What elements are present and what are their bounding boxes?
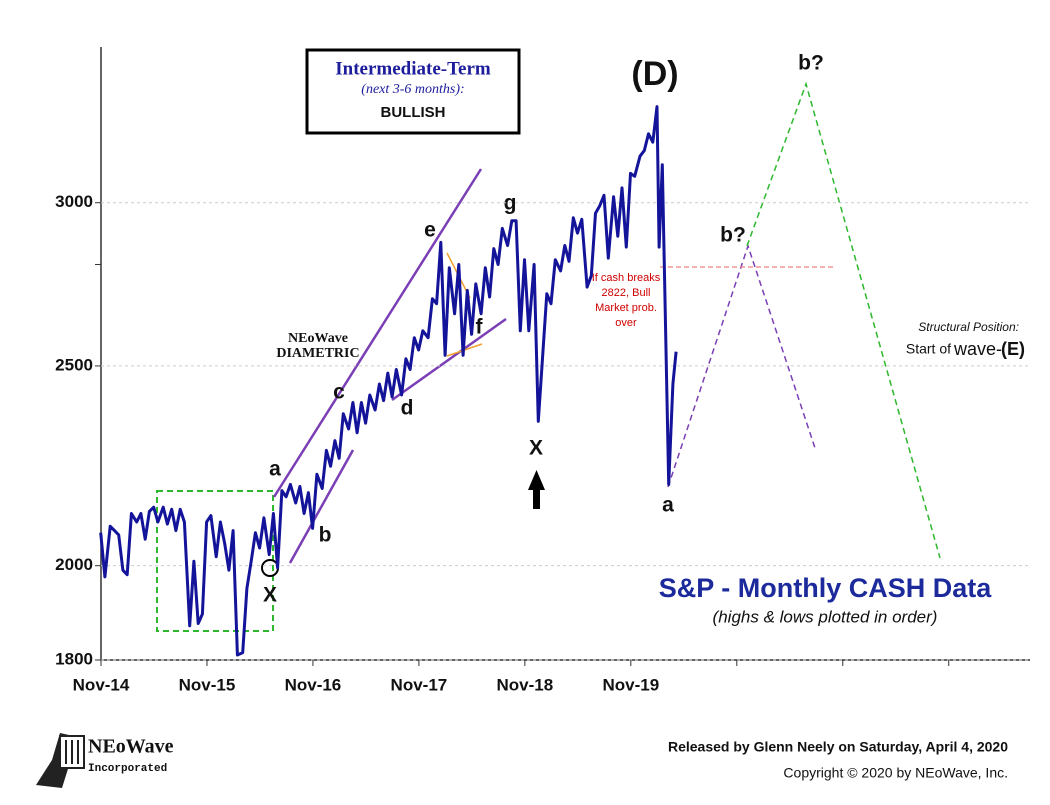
annotation: a xyxy=(269,458,281,481)
annotation: b? xyxy=(720,224,746,247)
y-tick-label: 2500 xyxy=(55,355,93,374)
annotation: over xyxy=(615,317,637,329)
chart-title: S&P - Monthly CASH Data xyxy=(659,573,993,603)
x-tick-label: Nov-18 xyxy=(497,675,554,694)
copyright: Copyright © 2020 by NEoWave, Inc. xyxy=(783,765,1008,781)
arrow xyxy=(528,470,545,490)
channel-line xyxy=(272,168,483,498)
annotation: c xyxy=(333,381,345,404)
logo-sub: Incorporated xyxy=(88,763,167,775)
annotation: d xyxy=(401,397,414,420)
annotation: Start of xyxy=(906,341,951,357)
annotation: If cash breaks xyxy=(592,272,661,284)
outlook-box xyxy=(305,48,521,135)
x-tick-label: Nov-19 xyxy=(602,675,659,694)
y-tick-label: 1800 xyxy=(55,649,93,668)
logo-name: NEoWave xyxy=(88,736,174,758)
chart-subtitle: (highs & lows plotted in order) xyxy=(713,607,938,626)
annotation: 2822, Bull xyxy=(602,287,651,299)
projection-line xyxy=(667,243,816,488)
annotation: b xyxy=(319,524,332,547)
annotation: wave- xyxy=(953,339,1002,359)
channel-line xyxy=(391,317,507,402)
channel-line xyxy=(288,449,355,564)
annotation: (D) xyxy=(631,55,678,93)
annotation: (E) xyxy=(1001,339,1025,359)
logo xyxy=(36,733,85,788)
x-tick-label: Nov-16 xyxy=(285,675,342,694)
annotation: (next 3-6 months): xyxy=(361,82,464,97)
projection-line xyxy=(746,81,941,559)
annotation: Structural Position: xyxy=(918,320,1019,334)
annotation: b? xyxy=(798,52,824,75)
annotation: Intermediate-Term xyxy=(335,58,491,79)
x-tick-label: Nov-14 xyxy=(73,675,130,694)
annotation: DIAMETRIC xyxy=(276,346,359,361)
annotation: NEoWave xyxy=(288,331,348,346)
circle-marker xyxy=(261,559,279,577)
price-line xyxy=(99,105,678,657)
annotation: X xyxy=(529,437,543,460)
annotation: a xyxy=(662,494,674,517)
annotation: X xyxy=(263,584,277,607)
decorations xyxy=(36,48,941,788)
x-tick-label: Nov-17 xyxy=(391,675,448,694)
y-tick-label: 2000 xyxy=(55,555,93,574)
highlight-box xyxy=(156,490,274,632)
annotation: e xyxy=(424,219,436,242)
annotation: f xyxy=(476,316,484,339)
release-note: Released by Glenn Neely on Saturday, Apr… xyxy=(668,739,1008,755)
annotation: BULLISH xyxy=(381,104,446,121)
y-tick-label: 3000 xyxy=(55,192,93,211)
arrow xyxy=(533,488,540,509)
annotation: Market prob. xyxy=(595,302,657,314)
x-tick-label: Nov-15 xyxy=(179,675,236,694)
